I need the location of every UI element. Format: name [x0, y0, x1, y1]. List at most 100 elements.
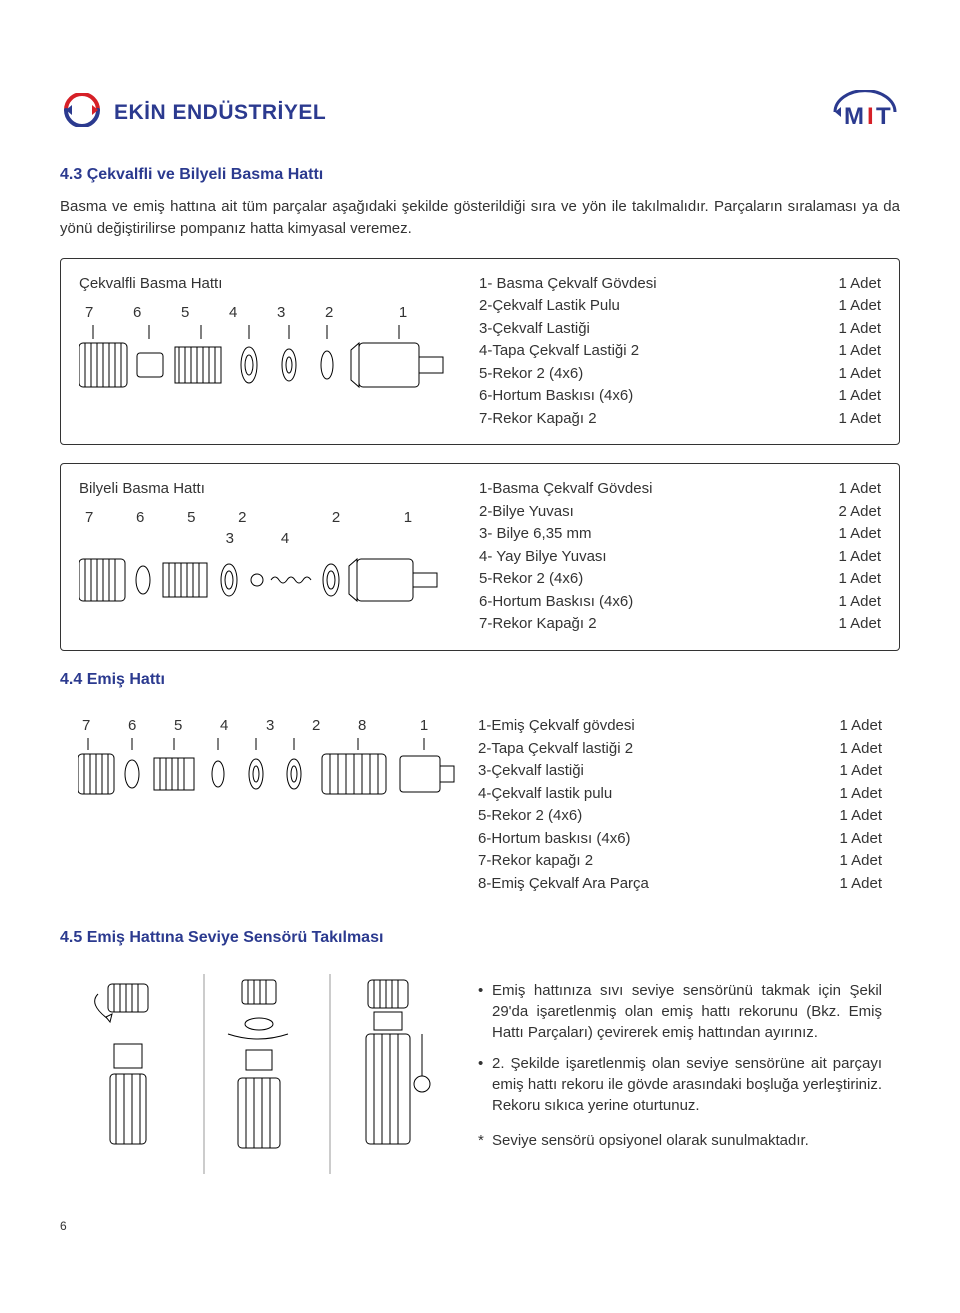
box2-parts-qty: 1 Adet 2 Adet 1 Adet 1 Adet 1 Adet 1 Ade… [838, 478, 881, 636]
num: 3 [226, 528, 234, 549]
part-label: 1-Emiş Çekvalf gövdesi [478, 715, 649, 738]
part-label: 4-Tapa Çekvalf Lastiği 2 [479, 340, 657, 363]
num [383, 528, 433, 549]
box1-parts-qty: 1 Adet 1 Adet 1 Adet 1 Adet 1 Adet 1 Ade… [838, 273, 881, 431]
part-label: 5-Rekor 2 (4x6) [478, 805, 649, 828]
part-label: 3-Çekvalf lastiği [478, 760, 649, 783]
num: 2 [312, 715, 320, 736]
part-qty: 1 Adet [839, 805, 882, 828]
part-qty: 1 Adet [839, 738, 882, 761]
num: 4 [229, 302, 237, 323]
part-label: 3-Çekvalf Lastiği [479, 318, 657, 341]
part-label: 8-Emiş Çekvalf Ara Parça [478, 873, 649, 896]
part-label: 6-Hortum Baskısı (4x6) [479, 385, 657, 408]
part-qty: 1 Adet [838, 568, 881, 591]
num: 2 [332, 507, 340, 528]
part-qty: 1 Adet [838, 363, 881, 386]
page-number: 6 [60, 1218, 900, 1235]
section-4-5-title: 4.5 Emiş Hattına Seviye Sensörü Takılmas… [60, 927, 900, 949]
num: 5 [174, 715, 182, 736]
part-qty: 1 Adet [838, 295, 881, 318]
part-label: 1- Basma Çekvalf Gövdesi [479, 273, 657, 296]
part-label: 1-Basma Çekvalf Gövdesi [479, 478, 652, 501]
part-label: 5-Rekor 2 (4x6) [479, 568, 652, 591]
num: 4 [281, 528, 289, 549]
bullet-item: Emiş hattınıza sıvı seviye sensörünü tak… [478, 980, 882, 1043]
part-qty: 1 Adet [839, 850, 882, 873]
num: 7 [82, 715, 90, 736]
part-label: 6-Hortum baskısı (4x6) [478, 828, 649, 851]
part-label: 4- Yay Bilye Yuvası [479, 546, 652, 569]
box2-diagram [79, 551, 449, 611]
sensor-diagram [78, 974, 458, 1174]
num: 8 [358, 715, 366, 736]
num: 7 [85, 507, 93, 528]
svg-text:T: T [876, 103, 891, 130]
num: 1 [404, 715, 444, 736]
num: 5 [187, 507, 195, 528]
part-qty: 1 Adet [839, 783, 882, 806]
part-label: 6-Hortum Baskısı (4x6) [479, 591, 652, 614]
box2-title: Bilyeli Basma Hattı [79, 478, 459, 499]
part-qty: 1 Adet [839, 828, 882, 851]
sensor-instructions: Emiş hattınıza sıvı seviye sensörünü tak… [478, 980, 882, 1116]
box3-parts-qty: 1 Adet 1 Adet 1 Adet 1 Adet 1 Adet 1 Ade… [839, 715, 882, 895]
num: 3 [266, 715, 274, 736]
box2-parts-labels: 1-Basma Çekvalf Gövdesi 2-Bilye Yuvası 3… [479, 478, 652, 636]
brand-left-text: EKİN ENDÜSTRİYEL [114, 98, 326, 127]
num: 6 [128, 715, 136, 736]
part-label: 2-Çekvalf Lastik Pulu [479, 295, 657, 318]
part-qty: 1 Adet [838, 613, 881, 636]
box1-title: Çekvalfli Basma Hattı [79, 273, 459, 294]
num: 1 [373, 302, 433, 323]
box-bilyeli: Bilyeli Basma Hattı 7 6 5 2 2 1 3 4 [60, 463, 900, 651]
section-4-3-intro: Basma ve emiş hattına ait tüm parçalar a… [60, 196, 900, 240]
num: 5 [181, 302, 189, 323]
num: 6 [133, 302, 141, 323]
bullet-item: 2. Şekilde işaretlenmiş olan seviye sens… [478, 1053, 882, 1116]
part-qty: 1 Adet [839, 715, 882, 738]
num: 2 [238, 507, 246, 528]
svg-text:M: M [844, 103, 864, 130]
part-qty: 1 Adet [838, 478, 881, 501]
box1-diagram [79, 325, 449, 397]
sensor-footnote: Seviye sensörü opsiyonel olarak sunulmak… [478, 1130, 882, 1151]
page-header: EKİN ENDÜSTRİYEL M I T [60, 90, 900, 136]
ekin-logo-icon [60, 93, 104, 133]
part-label: 2-Tapa Çekvalf lastiği 2 [478, 738, 649, 761]
num: 6 [136, 507, 144, 528]
num: 3 [277, 302, 285, 323]
part-label: 4-Çekvalf lastik pulu [478, 783, 649, 806]
part-qty: 1 Adet [838, 523, 881, 546]
section-4-3-title: 4.3 Çekvalfli ve Bilyeli Basma Hattı [60, 164, 900, 186]
part-qty: 1 Adet [839, 873, 882, 896]
brand-right: M I T [830, 90, 900, 136]
box3-parts-labels: 1-Emiş Çekvalf gövdesi 2-Tapa Çekvalf la… [478, 715, 649, 895]
num: 7 [85, 302, 93, 323]
part-qty: 1 Adet [838, 340, 881, 363]
box-cekvalfli: Çekvalfli Basma Hattı 7 6 5 4 3 2 1 [60, 258, 900, 446]
mit-logo-icon: M I T [830, 90, 900, 130]
brand-left: EKİN ENDÜSTRİYEL [60, 93, 326, 133]
num: 1 [383, 507, 433, 528]
part-qty: 2 Adet [838, 501, 881, 524]
num: 4 [220, 715, 228, 736]
svg-text:I: I [867, 103, 874, 130]
part-qty: 1 Adet [838, 408, 881, 431]
part-label: 3- Bilye 6,35 mm [479, 523, 652, 546]
part-label: 7-Rekor kapağı 2 [478, 850, 649, 873]
num: 2 [325, 302, 333, 323]
part-qty: 1 Adet [838, 546, 881, 569]
part-qty: 1 Adet [839, 760, 882, 783]
part-label: 2-Bilye Yuvası [479, 501, 652, 524]
part-qty: 1 Adet [838, 318, 881, 341]
box-emis: 7 6 5 4 3 2 8 1 [60, 701, 900, 909]
box3-diagram [78, 738, 458, 808]
part-label: 5-Rekor 2 (4x6) [479, 363, 657, 386]
part-qty: 1 Adet [838, 591, 881, 614]
part-qty: 1 Adet [838, 385, 881, 408]
section-4-4-title: 4.4 Emiş Hattı [60, 669, 900, 691]
box1-parts-labels: 1- Basma Çekvalf Gövdesi 2-Çekvalf Lasti… [479, 273, 657, 431]
part-qty: 1 Adet [838, 273, 881, 296]
box-sensor: Emiş hattınıza sıvı seviye sensörünü tak… [60, 960, 900, 1194]
